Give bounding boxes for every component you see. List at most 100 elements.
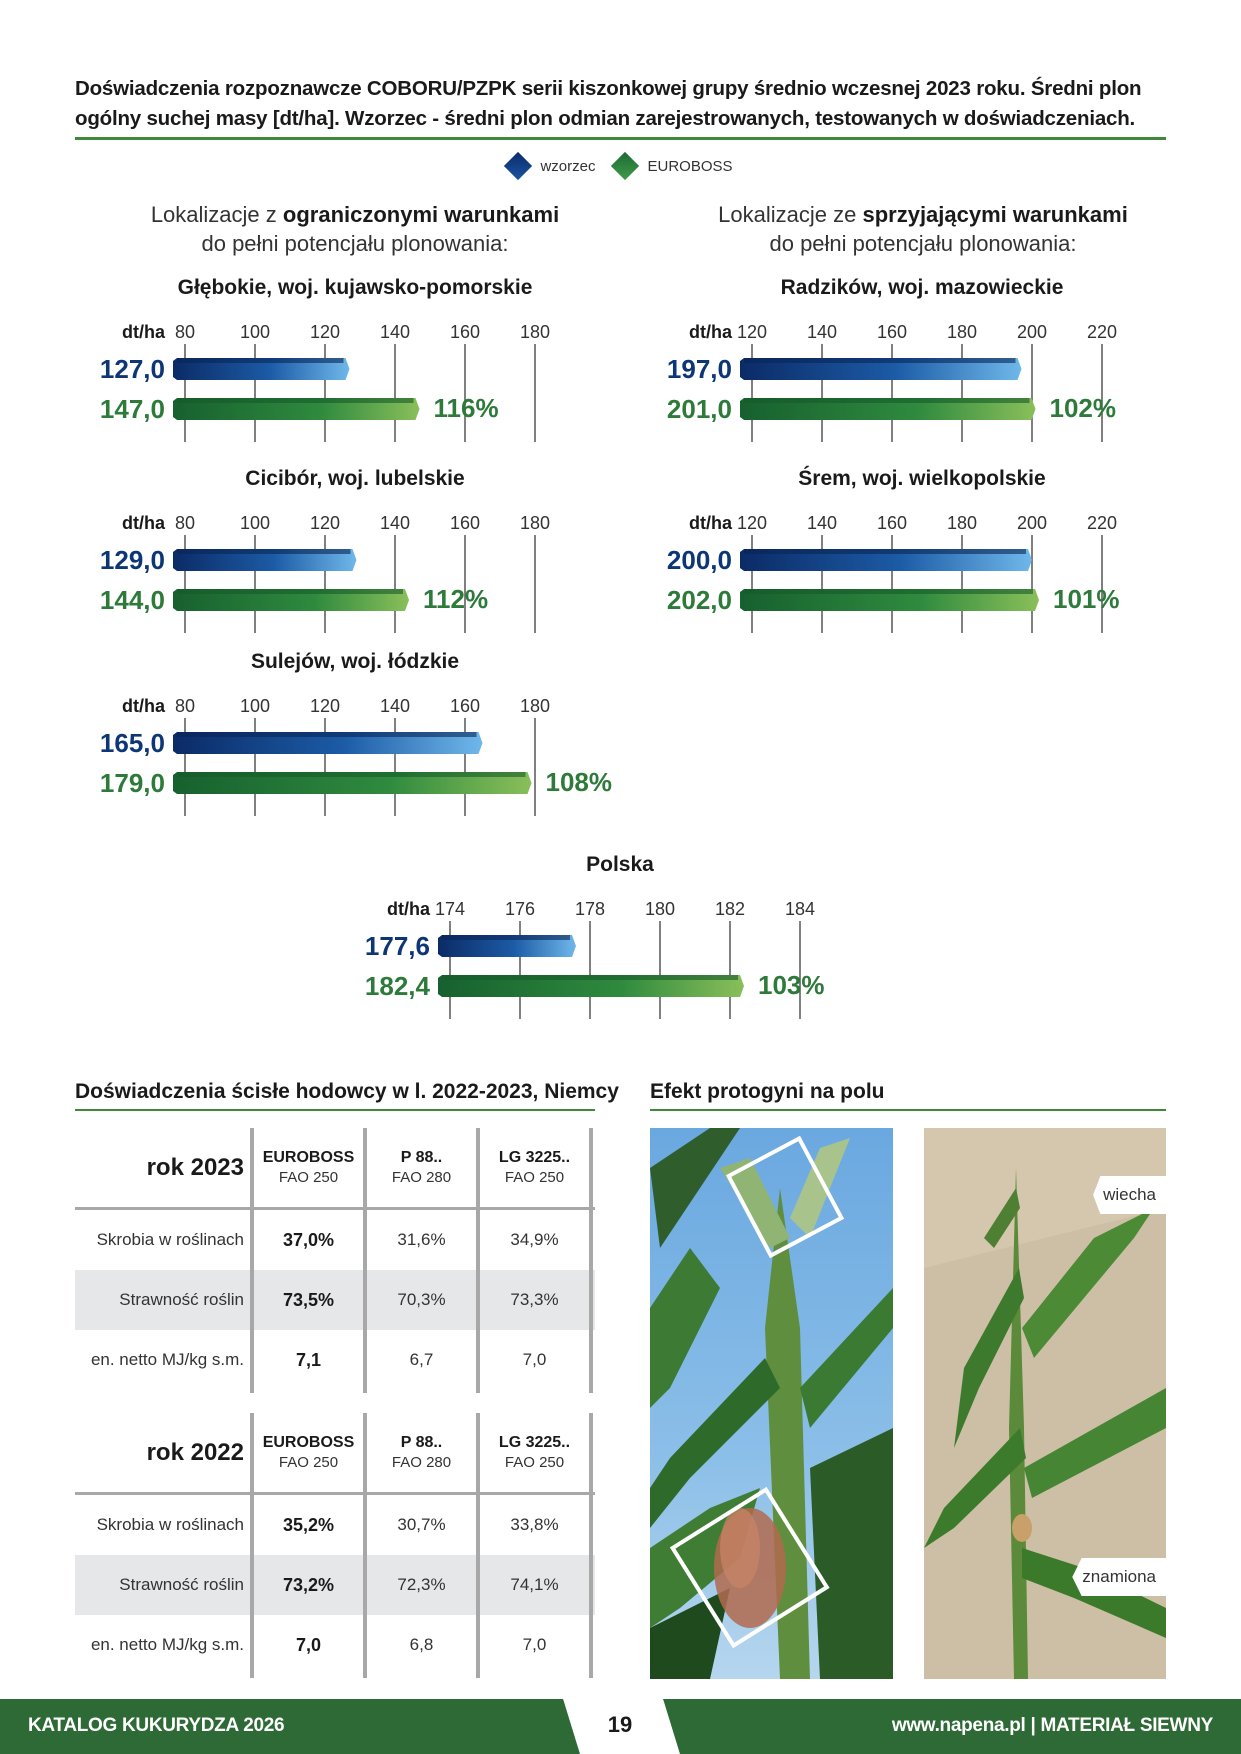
tick-label: 160 xyxy=(450,513,480,533)
photo-label-silks-text: znamiona xyxy=(1082,1567,1156,1586)
trial-table-2023: rok 2023 EUROBOSS FAO 250 P 88.. FAO 280 L… xyxy=(75,1128,595,1393)
tick-label: 140 xyxy=(380,696,410,716)
col-name: EUROBOSS xyxy=(262,1148,355,1166)
cell-euroboss: 37,0% xyxy=(282,1229,335,1250)
table-col-divider xyxy=(476,1413,480,1678)
cell-euroboss: 7,1 xyxy=(295,1349,322,1370)
bar-wzorzec-shade xyxy=(177,732,477,737)
tick-label: 140 xyxy=(807,322,837,342)
cell-euroboss: 73,2% xyxy=(282,1574,335,1595)
tick-label: 174 xyxy=(435,899,465,919)
table-col-divider xyxy=(589,1128,593,1393)
tick-label: 160 xyxy=(877,322,907,342)
tick-label: 184 xyxy=(785,899,815,919)
value-label-euroboss: 179,0 xyxy=(100,768,165,798)
chart-plot: dt/ha 80 100 120 140 160 180 165,0 179,0 108% xyxy=(100,696,612,816)
col-header: P 88.. FAO 280 xyxy=(365,1413,478,1492)
tick-label: 140 xyxy=(807,513,837,533)
bar-wzorzec-shade xyxy=(177,549,351,554)
legend-item-euroboss: EUROBOSS xyxy=(611,151,733,181)
chart-legend: wzorzec EUROBOSS xyxy=(0,151,1241,181)
col-fao: FAO 250 xyxy=(278,1168,339,1186)
tick-label: 182 xyxy=(715,899,745,919)
bar-euroboss xyxy=(173,589,409,611)
page-title: Doświadczenia rozpoznawcze COBORU/PZPK s… xyxy=(75,77,1142,130)
chart-plot: dt/ha 80 100 120 140 160 180 129,0 144,0 112% xyxy=(100,513,550,633)
col-header: EUROBOSS FAO 250 xyxy=(252,1128,365,1207)
chart-plot: dt/ha 120 140 160 180 200 220 197,0 201,0 102% xyxy=(667,322,1117,442)
cell-euroboss: 35,2% xyxy=(282,1514,335,1535)
tick-label: 180 xyxy=(520,696,550,716)
col-header: P 88.. FAO 280 xyxy=(365,1128,478,1207)
footer-catalog-title: KATALOG KUKURYDZA 2026 xyxy=(28,1715,285,1736)
right-section-heading: Lokalizacje ze sprzyjającymi warunkami d… xyxy=(668,200,1178,258)
table-title: Doświadczenia ścisłe hodowcy w l. 2022-2… xyxy=(75,1080,619,1103)
row-label: Strawność roślin xyxy=(119,1575,244,1594)
tick-label: 160 xyxy=(450,696,480,716)
bar-euroboss-shade xyxy=(177,772,526,777)
chart-cicibor: Cicibór, woj. lubelskie dt/ha 80 100 120 140… xyxy=(75,467,635,637)
table-row: en. netto MJ/kg s.m. 7,0 6,8 7,0 xyxy=(75,1615,595,1675)
photo-title-divider xyxy=(650,1109,1166,1111)
photo-section-title: Efekt protogyni na polu xyxy=(650,1080,885,1103)
tick-label: 180 xyxy=(520,513,550,533)
table-row: Strawność roślin 73,5% 70,3% 73,3% xyxy=(75,1270,595,1330)
bar-euroboss-shade xyxy=(177,398,414,403)
page-number: 19 xyxy=(607,1712,633,1737)
table-row: en. netto MJ/kg s.m. 7,1 6,7 7,0 xyxy=(75,1330,595,1390)
chart-plot: dt/ha 174 176 178 180 182 184 177,6 182,4 103% xyxy=(365,899,825,1019)
value-label-euroboss: 201,0 xyxy=(667,394,732,424)
axis-unit-label: dt/ha xyxy=(387,899,431,919)
tick-label: 180 xyxy=(520,322,550,342)
percent-label: 112% xyxy=(423,584,488,614)
tick-label: 180 xyxy=(947,322,977,342)
footer-website-link[interactable]: www.napena.pl | MATERIAŁ SIEWNY xyxy=(891,1715,1213,1736)
bar-wzorzec-shade xyxy=(442,935,570,940)
tick-label: 220 xyxy=(1087,513,1117,533)
tick-label: 100 xyxy=(240,696,270,716)
left-section-heading: Lokalizacje z ograniczonymi warunkami do… xyxy=(100,200,610,258)
right-heading-prefix: Lokalizacje ze xyxy=(718,202,863,227)
table-col-divider xyxy=(476,1128,480,1393)
cell-lg3225: 33,8% xyxy=(510,1515,559,1534)
tick-label: 120 xyxy=(737,513,767,533)
table-col-divider xyxy=(363,1128,367,1393)
bar-wzorzec-shade xyxy=(744,358,1016,363)
bar-euroboss xyxy=(173,398,420,420)
trial-table-2022: rok 2022 EUROBOSS FAO 250 P 88.. FAO 280 L… xyxy=(75,1413,595,1678)
bar-euroboss xyxy=(740,589,1039,611)
bar-wzorzec xyxy=(173,549,357,571)
value-label-wzorzec: 129,0 xyxy=(100,545,165,575)
table-year: rok 2022 xyxy=(146,1438,244,1466)
table-header: rok 2022 EUROBOSS FAO 250 P 88.. FAO 280 L… xyxy=(75,1413,595,1495)
value-label-wzorzec: 200,0 xyxy=(667,545,732,575)
cell-lg3225: 74,1% xyxy=(510,1575,559,1594)
tick-label: 140 xyxy=(380,322,410,342)
bar-wzorzec xyxy=(173,358,350,380)
col-name: LG 3225.. xyxy=(498,1148,571,1166)
row-label: Skrobia w roślinach xyxy=(96,1230,244,1249)
value-label-wzorzec: 177,6 xyxy=(365,931,430,961)
row-label: en. netto MJ/kg s.m. xyxy=(90,1350,244,1369)
cell-euroboss: 7,0 xyxy=(295,1634,322,1655)
chart-radzikow: Radzików, woj. mazowieckie dt/ha 120 140 16… xyxy=(642,276,1202,446)
col-header: LG 3225.. FAO 250 xyxy=(478,1128,591,1207)
tick-label: 80 xyxy=(175,513,195,533)
chart-srem: Śrem, woj. wielkopolskie dt/ha 120 140 160 1… xyxy=(642,467,1202,637)
chart-plot: dt/ha 80 100 120 140 160 180 127,0 147,0 116% xyxy=(100,322,550,442)
cell-p88: 31,6% xyxy=(397,1230,446,1249)
chart-title: Głębokie, woj. kujawsko-pomorskie xyxy=(177,276,533,299)
table-title-divider xyxy=(75,1109,595,1111)
tick-label: 180 xyxy=(947,513,977,533)
tick-label: 180 xyxy=(645,899,675,919)
col-name: LG 3225.. xyxy=(498,1433,571,1451)
left-heading-prefix: Lokalizacje z xyxy=(150,202,283,227)
corn-photo-field: wiecha znamiona xyxy=(924,1128,1166,1679)
cell-euroboss: 73,5% xyxy=(282,1289,335,1310)
cell-p88: 72,3% xyxy=(397,1575,446,1594)
bar-euroboss-shade xyxy=(744,589,1033,594)
tick-label: 120 xyxy=(310,322,340,342)
legend-blue-swatch xyxy=(504,151,533,181)
bar-euroboss xyxy=(173,772,532,794)
col-name: EUROBOSS xyxy=(262,1433,355,1451)
